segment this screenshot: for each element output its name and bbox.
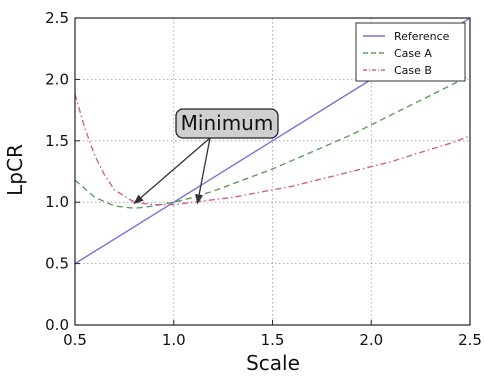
- annotation-box: [175, 108, 279, 139]
- legend-label: Case A: [394, 47, 432, 60]
- y-tick-label: 0.5: [45, 255, 69, 273]
- x-tick-label: 0.5: [63, 331, 87, 349]
- annotation-label: Minimum: [181, 111, 274, 135]
- x-axis-label: Scale: [246, 351, 300, 375]
- legend-label: Reference: [394, 30, 450, 43]
- y-tick-label: 2.0: [45, 70, 69, 88]
- axes-frame: [74, 17, 471, 326]
- x-tick-label: 1.0: [162, 331, 186, 349]
- annotation-arrow: [195, 137, 211, 205]
- y-tick-label: 1.0: [45, 193, 69, 211]
- legend: Reference Case A Case B: [355, 22, 466, 82]
- legend-label: Case B: [394, 64, 432, 77]
- x-tick-label: 2.5: [458, 331, 482, 349]
- y-tick-label: 0.0: [45, 316, 69, 334]
- y-tick-label: 2.5: [45, 9, 69, 27]
- annotation: Minimum: [133, 108, 279, 205]
- x-tick-label: 1.5: [261, 331, 285, 349]
- x-tick-label: 2.0: [359, 331, 383, 349]
- series-line-case-a: [74, 75, 471, 210]
- y-axis-label: LpCR: [3, 144, 27, 196]
- tick-labels: 0.5 1.0 1.5 2.0 2.50.00.51.01.52.02.5: [45, 9, 482, 349]
- annotation-arrow: [133, 137, 211, 205]
- plot-frame: [74, 17, 471, 326]
- y-tick-label: 1.5: [45, 132, 69, 150]
- series-line-case-b: [74, 93, 471, 206]
- legend-box: [355, 22, 466, 82]
